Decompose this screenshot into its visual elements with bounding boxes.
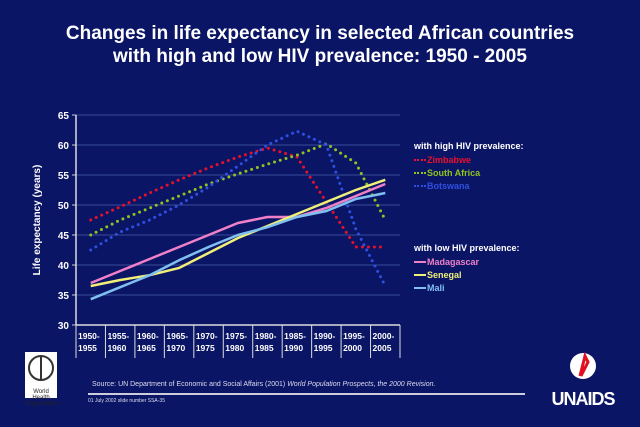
legend-label: Madagascar (427, 257, 480, 267)
x-tick-label: 2000-2005 (373, 331, 395, 353)
who-logo: World Health Organization (25, 352, 59, 407)
series-line-botswana (89, 129, 387, 288)
legend-item: Botswana (414, 181, 470, 191)
unaids-text: UNAIDS (551, 389, 615, 409)
legend-item: Madagascar (414, 257, 479, 267)
legend-label: South Africa (427, 168, 481, 178)
source-note: Source: UN Department of Economic and So… (92, 381, 435, 388)
y-tick-label: 65 (58, 111, 70, 122)
who-logo-text: World Health Organization (25, 389, 60, 407)
legend-item: Mali (414, 283, 445, 293)
y-tick-label: 40 (58, 261, 70, 272)
x-tick-label: 1980-1985 (255, 331, 277, 353)
legend-swatch (414, 287, 426, 289)
unaids-ribbon-icon (570, 351, 596, 379)
y-axis-label: Life expectancy (years) (32, 165, 43, 276)
who-emblem-icon (28, 355, 54, 381)
series-line-zimbabwe (89, 146, 387, 249)
legend-group-title: with low HIV prevalence: (414, 243, 520, 253)
x-tick-label: 1970-1975 (196, 331, 218, 353)
x-tick-label: 1965-1970 (166, 331, 188, 353)
x-tick-label: 1975-1980 (225, 331, 247, 353)
legend-item: Senegal (414, 270, 462, 280)
series-line-south-africa (89, 142, 387, 237)
y-tick-label: 45 (58, 231, 70, 242)
legend-swatch (414, 274, 426, 276)
legend-label: Mali (427, 283, 445, 293)
legend-label: Senegal (427, 270, 462, 280)
y-tick-label: 35 (58, 291, 70, 302)
x-tick-label: 1995-2000 (343, 331, 365, 353)
x-tick-label: 1955-1960 (107, 331, 129, 353)
legend-item: Zimbabwe (414, 155, 471, 165)
legend-swatch (414, 185, 426, 187)
legend-swatch (414, 159, 426, 161)
legend-label: Botswana (427, 181, 470, 191)
x-tick-label: 1985-1990 (284, 331, 306, 353)
legend-swatch (414, 172, 426, 174)
x-tick-label: 1990-1995 (314, 331, 336, 353)
y-tick-label: 60 (58, 141, 70, 152)
series-line-senegal (90, 178, 386, 288)
legend-label: Zimbabwe (427, 155, 472, 165)
y-tick-label: 50 (58, 201, 70, 212)
source-title: World Population Prospects, the 2000 Rev… (287, 381, 436, 388)
title-line-1: Changes in life expectancy in selected A… (65, 23, 575, 44)
date-slide-number: 01 July 2002 slide number SSA-35 (88, 398, 165, 404)
series-line-mali (90, 191, 386, 301)
legend-swatch (414, 261, 426, 263)
source-text: Source: UN Department of Economic and So… (92, 381, 288, 388)
legend-group-title: with high HIV prevalence: (414, 141, 524, 151)
divider (88, 393, 525, 395)
y-tick-label: 30 (58, 321, 70, 332)
unaids-logo: UNAIDS (548, 348, 618, 418)
y-tick-label: 55 (58, 171, 70, 182)
x-tick-label: 1950-1955 (78, 331, 100, 353)
legend-item: South Africa (414, 168, 480, 178)
line-chart: 30 35 40 45 50 55 60 65 Life expectancy (years) 1… (32, 111, 401, 358)
x-tick-label: 1960-1965 (137, 331, 159, 353)
title-line-2: with high and low HIV prevalence: 1950 -… (113, 46, 527, 67)
